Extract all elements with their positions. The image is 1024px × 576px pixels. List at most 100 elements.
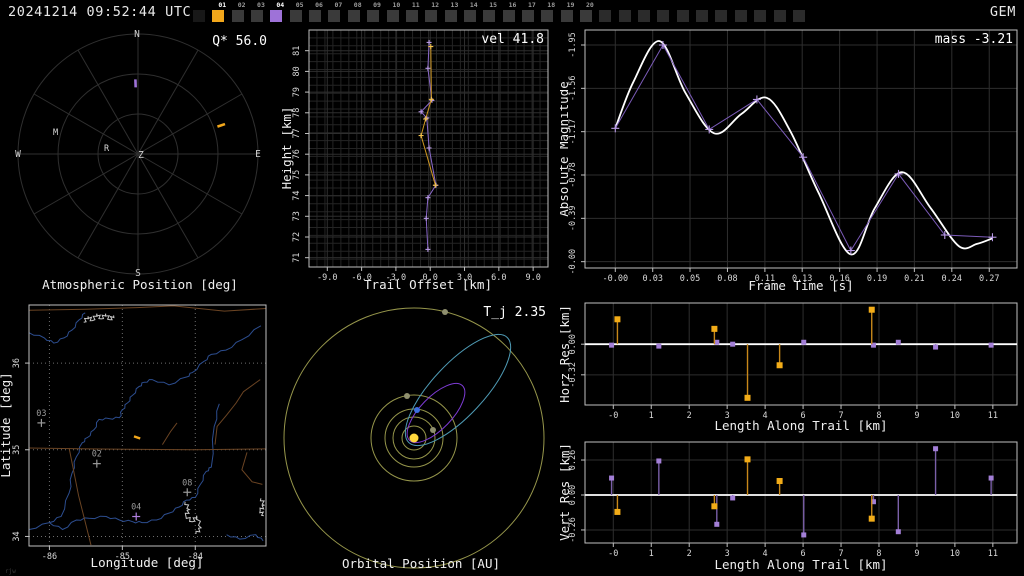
series-line-measured <box>614 43 993 252</box>
plot-border <box>584 302 1018 406</box>
light-curve-chart: -0.00 0.03 0.05 0.08 0.11 0.13 0.16 0.19 0.21 0.2… <box>556 29 1018 293</box>
x-tick-label: 9.0 <box>525 273 540 283</box>
x-tick-label: 3 <box>725 411 730 421</box>
azimuth-spoke <box>33 93 139 155</box>
x-axis-label: Longitude [deg] <box>91 555 204 570</box>
station-box-16[interactable] <box>502 10 515 22</box>
x-axis-label: Trail Offset [km] <box>364 277 492 292</box>
x-tick-label: 1 <box>649 549 654 559</box>
station-box-18[interactable] <box>541 10 554 22</box>
readout-badge: vel 41.8 <box>481 32 544 47</box>
planet-orbit-ring <box>283 307 545 569</box>
reservoir-outline <box>83 313 115 323</box>
river <box>49 325 262 524</box>
residual-marker-station-04 <box>988 475 994 481</box>
station-box-17[interactable] <box>521 10 534 22</box>
trail-offset-panel: -9.0 -6.0 -3.0 0.0 3.0 6.0 9.0 71 72 73 74 75 76 77 78… <box>279 27 560 300</box>
y-tick-label: 73 <box>292 211 302 221</box>
x-tick-label: 8 <box>876 549 881 559</box>
station-box-label: 13 <box>450 1 459 9</box>
station-box-06[interactable] <box>309 10 322 22</box>
residual-marker-station-01 <box>868 306 875 313</box>
residual-marker-station-04 <box>656 458 662 464</box>
residual-marker-station-04 <box>609 342 615 348</box>
meteor-streak-01 <box>217 122 226 128</box>
station-box-19[interactable] <box>560 10 573 22</box>
x-tick-label: 0.19 <box>867 274 887 284</box>
x-tick-label: 2 <box>687 411 692 421</box>
planet-orbit-ring <box>392 416 436 460</box>
boundary-line <box>28 447 267 451</box>
ground-map-panel: 03 02 04 08 -86 -85 -84 36 35 34 Longitude [deg] La… <box>0 300 282 576</box>
sky-marker-M: M <box>53 128 58 138</box>
vertical-residuals-chart: -0 1 2 3 4 6 7 8 9 10 11 0.26 0.00 -0.26 Length Along … <box>557 441 1018 572</box>
x-tick-label: 6 <box>801 549 806 559</box>
x-tick-label: 9 <box>914 549 919 559</box>
x-tick-label: 4 <box>763 549 768 559</box>
station-box-04[interactable] <box>270 10 283 22</box>
meteoroid-orbit-solution-teal <box>404 333 512 447</box>
y-tick-label: -1.56 <box>568 76 578 102</box>
residual-marker-station-04 <box>609 475 615 481</box>
station-box-01[interactable] <box>212 10 225 22</box>
residual-marker-station-04 <box>870 342 876 348</box>
river <box>28 497 196 531</box>
station-box-05[interactable] <box>289 10 302 22</box>
x-tick-label: 0.24 <box>942 274 962 284</box>
x-tick-label: 2 <box>687 549 692 559</box>
zenith-label: Z <box>138 150 144 161</box>
x-tick-label: -0 <box>608 549 618 559</box>
readout-badge: mass -3.21 <box>935 32 1013 47</box>
atmospheric-position-panel: N S E W Z M R Q* 56.0 Atmospheric Position [deg] <box>0 27 282 300</box>
y-tick-label: -0.39 <box>568 206 578 232</box>
y-tick-label: 72 <box>292 232 302 242</box>
station-box-12[interactable] <box>425 10 438 22</box>
boundary-line <box>68 447 92 546</box>
station-box-07[interactable] <box>328 10 341 22</box>
station-box-14[interactable] <box>463 10 476 22</box>
residual-marker-station-04 <box>801 532 807 538</box>
azimuth-spoke <box>137 49 199 155</box>
x-tick-label: 0.03 <box>642 274 662 284</box>
station-box-02[interactable] <box>231 10 244 22</box>
river <box>194 403 220 498</box>
station-box-label: 09 <box>372 1 382 9</box>
ground-map-chart: 03 02 04 08 -86 -85 -84 36 35 34 Longitude [deg] La… <box>0 304 267 570</box>
compass-south-label: S <box>135 268 141 279</box>
station-box-13[interactable] <box>444 10 457 22</box>
x-tick-label: 3 <box>725 549 730 559</box>
x-tick-label: 0.21 <box>904 274 924 284</box>
station-box-label: 17 <box>527 1 537 9</box>
y-tick-label: 76 <box>292 149 302 159</box>
station-box-label: 10 <box>392 1 401 9</box>
x-tick-label: 1 <box>649 411 654 421</box>
station-box-label: 05 <box>295 1 305 9</box>
station-box-15[interactable] <box>483 10 496 22</box>
station-box-11[interactable] <box>405 10 418 22</box>
boundary-line <box>161 422 178 445</box>
meteor-ground-track <box>133 435 141 440</box>
y-tick-label: 75 <box>292 170 302 180</box>
station-box-empty <box>657 10 670 22</box>
azimuth-spoke <box>137 93 243 155</box>
station-box-09[interactable] <box>367 10 380 22</box>
x-tick-label: 6.0 <box>491 273 506 283</box>
river <box>226 534 264 542</box>
residual-marker-station-01 <box>711 503 718 510</box>
planet-dot-earth <box>414 407 420 413</box>
planet-orbit-ring <box>370 394 458 482</box>
station-box-10[interactable] <box>386 10 399 22</box>
residual-marker-station-04 <box>714 521 720 527</box>
readout-badge: Q* 56.0 <box>212 34 267 49</box>
residual-marker-station-04 <box>870 499 876 505</box>
y-tick-label: -1.95 <box>568 32 578 58</box>
boundary-line <box>241 452 263 485</box>
horizontal-residuals-panel: -0 1 2 3 4 6 7 8 9 10 11 0.00 -0.32 Length Along Trai… <box>557 300 1024 435</box>
map-station-label-03: 03 <box>36 409 46 419</box>
station-box-20[interactable] <box>580 10 592 22</box>
station-box-03[interactable] <box>251 10 264 22</box>
x-axis-label: Frame Time [s] <box>748 278 853 293</box>
atmospheric-position-chart: N S E W Z M R Q* 56.0 Atmospheric Position [deg] <box>15 29 267 292</box>
station-box-08[interactable] <box>347 10 360 22</box>
